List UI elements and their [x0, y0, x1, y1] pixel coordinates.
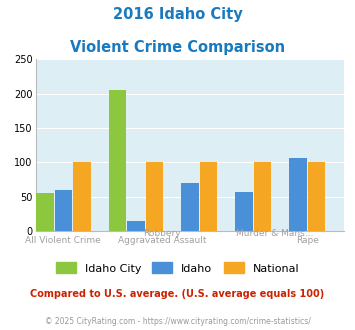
- Bar: [36, 193, 54, 231]
- Text: Rape: Rape: [296, 236, 319, 245]
- Bar: [235, 192, 253, 231]
- Bar: [254, 162, 271, 231]
- Bar: [308, 162, 325, 231]
- Text: Violent Crime Comparison: Violent Crime Comparison: [70, 40, 285, 54]
- Legend: Idaho City, Idaho, National: Idaho City, Idaho, National: [51, 258, 304, 278]
- Text: Aggravated Assault: Aggravated Assault: [118, 236, 206, 245]
- Bar: [109, 90, 126, 231]
- Text: Robbery: Robbery: [143, 229, 181, 238]
- Bar: [127, 221, 145, 231]
- Text: 2016 Idaho City: 2016 Idaho City: [113, 7, 242, 21]
- Text: All Violent Crime: All Violent Crime: [26, 236, 101, 245]
- Bar: [146, 162, 163, 231]
- Bar: [200, 162, 217, 231]
- Bar: [55, 190, 72, 231]
- Bar: [181, 183, 199, 231]
- Text: Murder & Mans...: Murder & Mans...: [236, 229, 313, 238]
- Bar: [289, 158, 307, 231]
- Text: © 2025 CityRating.com - https://www.cityrating.com/crime-statistics/: © 2025 CityRating.com - https://www.city…: [45, 317, 310, 326]
- Text: Compared to U.S. average. (U.S. average equals 100): Compared to U.S. average. (U.S. average …: [31, 289, 324, 299]
- Bar: [73, 162, 91, 231]
